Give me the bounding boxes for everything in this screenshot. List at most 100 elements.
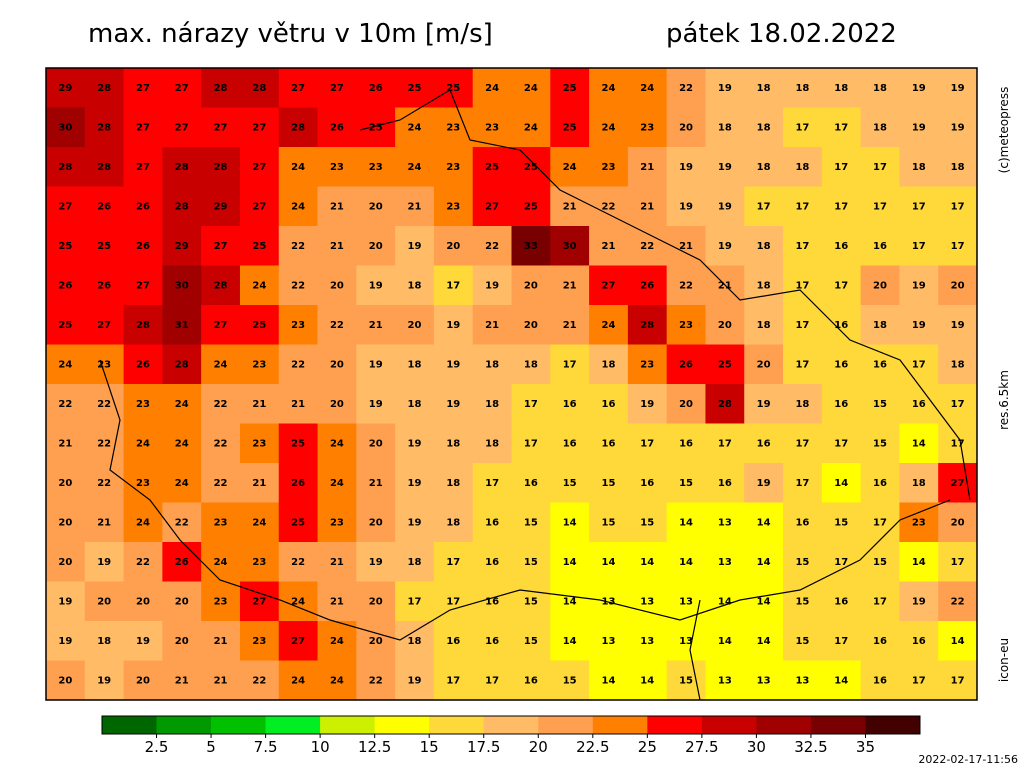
wind-cell [938, 107, 978, 148]
cell-value: 18 [757, 241, 771, 252]
cell-value: 17 [795, 280, 809, 291]
wind-cell [938, 502, 978, 543]
wind-cell [395, 305, 435, 345]
wind-cell [744, 186, 784, 227]
cell-value: 17 [795, 438, 809, 449]
wind-cell [550, 423, 590, 464]
wind-cell [278, 305, 319, 345]
colorbar-segment [538, 716, 594, 734]
wind-cell [783, 423, 823, 464]
cell-value: 20 [58, 557, 72, 568]
cell-value: 20 [679, 122, 693, 133]
wind-cell [46, 542, 86, 582]
cell-value: 13 [640, 596, 654, 607]
wind-cell [550, 186, 590, 227]
cell-value: 14 [757, 596, 771, 607]
cell-value: 19 [912, 280, 926, 291]
wind-cell [821, 384, 862, 424]
cell-value: 23 [446, 162, 460, 173]
wind-cell [899, 660, 939, 701]
wind-cell [744, 502, 784, 543]
cell-value: 17 [446, 557, 460, 568]
wind-cell [433, 581, 474, 622]
wind-cell [666, 502, 706, 543]
cell-value: 17 [640, 438, 654, 449]
wind-cell [433, 384, 474, 424]
cell-value: 20 [369, 517, 383, 528]
wind-cell [744, 147, 784, 187]
wind-cell [395, 423, 435, 464]
wind-cell [395, 107, 435, 148]
wind-cell [162, 581, 202, 622]
wind-cell [201, 226, 241, 266]
wind-cell [317, 305, 357, 345]
wind-cell [589, 344, 629, 385]
cell-value: 16 [446, 636, 460, 647]
cell-value: 20 [369, 636, 383, 647]
cell-value: 16 [679, 438, 693, 449]
wind-cell [860, 68, 900, 108]
cell-value: 27 [252, 596, 266, 607]
cell-value: 14 [912, 557, 926, 568]
cell-value: 19 [58, 596, 72, 607]
cell-value: 21 [330, 596, 344, 607]
cell-value: 19 [912, 320, 926, 331]
wind-cell [744, 384, 784, 424]
colorbar-segment [374, 716, 430, 734]
cell-value: 15 [795, 636, 809, 647]
wind-cell [395, 344, 435, 385]
cell-value: 21 [97, 517, 111, 528]
cell-value: 21 [408, 201, 422, 212]
colorbar-label: 35 [856, 738, 875, 756]
cell-value: 26 [369, 83, 383, 94]
cell-value: 27 [252, 162, 266, 173]
colorbar-segment [701, 716, 757, 734]
wind-cell [589, 423, 629, 464]
cell-value: 18 [408, 636, 422, 647]
wind-cell [46, 265, 86, 306]
wind-cell [783, 68, 823, 108]
wind-cell [46, 107, 86, 148]
cell-value: 20 [951, 517, 965, 528]
border-line [99, 359, 951, 641]
cell-value: 31 [175, 320, 189, 331]
cell-value: 14 [834, 675, 848, 686]
cell-value: 17 [834, 557, 848, 568]
cell-value: 23 [252, 557, 266, 568]
wind-cell [783, 265, 823, 306]
colorbar-segment [156, 716, 212, 734]
cell-value: 21 [252, 399, 266, 410]
wind-cell [744, 68, 784, 108]
cell-value: 20 [97, 596, 111, 607]
cell-value: 17 [951, 675, 965, 686]
cell-value: 24 [330, 636, 344, 647]
wind-cell [627, 542, 668, 582]
cell-value: 20 [369, 438, 383, 449]
cell-value: 27 [136, 162, 150, 173]
wind-cell [278, 463, 319, 503]
wind-cell [84, 305, 125, 345]
cell-value: 26 [58, 280, 72, 291]
map-title: max. nárazy větru v 10m [m/s] [88, 19, 493, 49]
cell-value: 15 [679, 478, 693, 489]
wind-cell [46, 581, 86, 622]
cell-value: 23 [252, 636, 266, 647]
cell-value: 14 [602, 557, 616, 568]
cell-value: 24 [252, 517, 266, 528]
wind-cell [472, 502, 512, 543]
cell-value: 23 [136, 478, 150, 489]
wind-cell [821, 147, 862, 187]
cell-value: 18 [97, 636, 111, 647]
wind-cell [317, 68, 357, 108]
wind-cell [278, 423, 319, 464]
cell-value: 21 [330, 201, 344, 212]
cell-value: 28 [58, 162, 72, 173]
wind-cell [239, 621, 280, 661]
wind-cell [627, 147, 668, 187]
wind-cell [744, 344, 784, 385]
wind-cell [356, 502, 396, 543]
cell-value: 17 [951, 241, 965, 252]
cell-value: 27 [214, 122, 228, 133]
cell-value: 18 [951, 359, 965, 370]
wind-cell [356, 186, 396, 227]
